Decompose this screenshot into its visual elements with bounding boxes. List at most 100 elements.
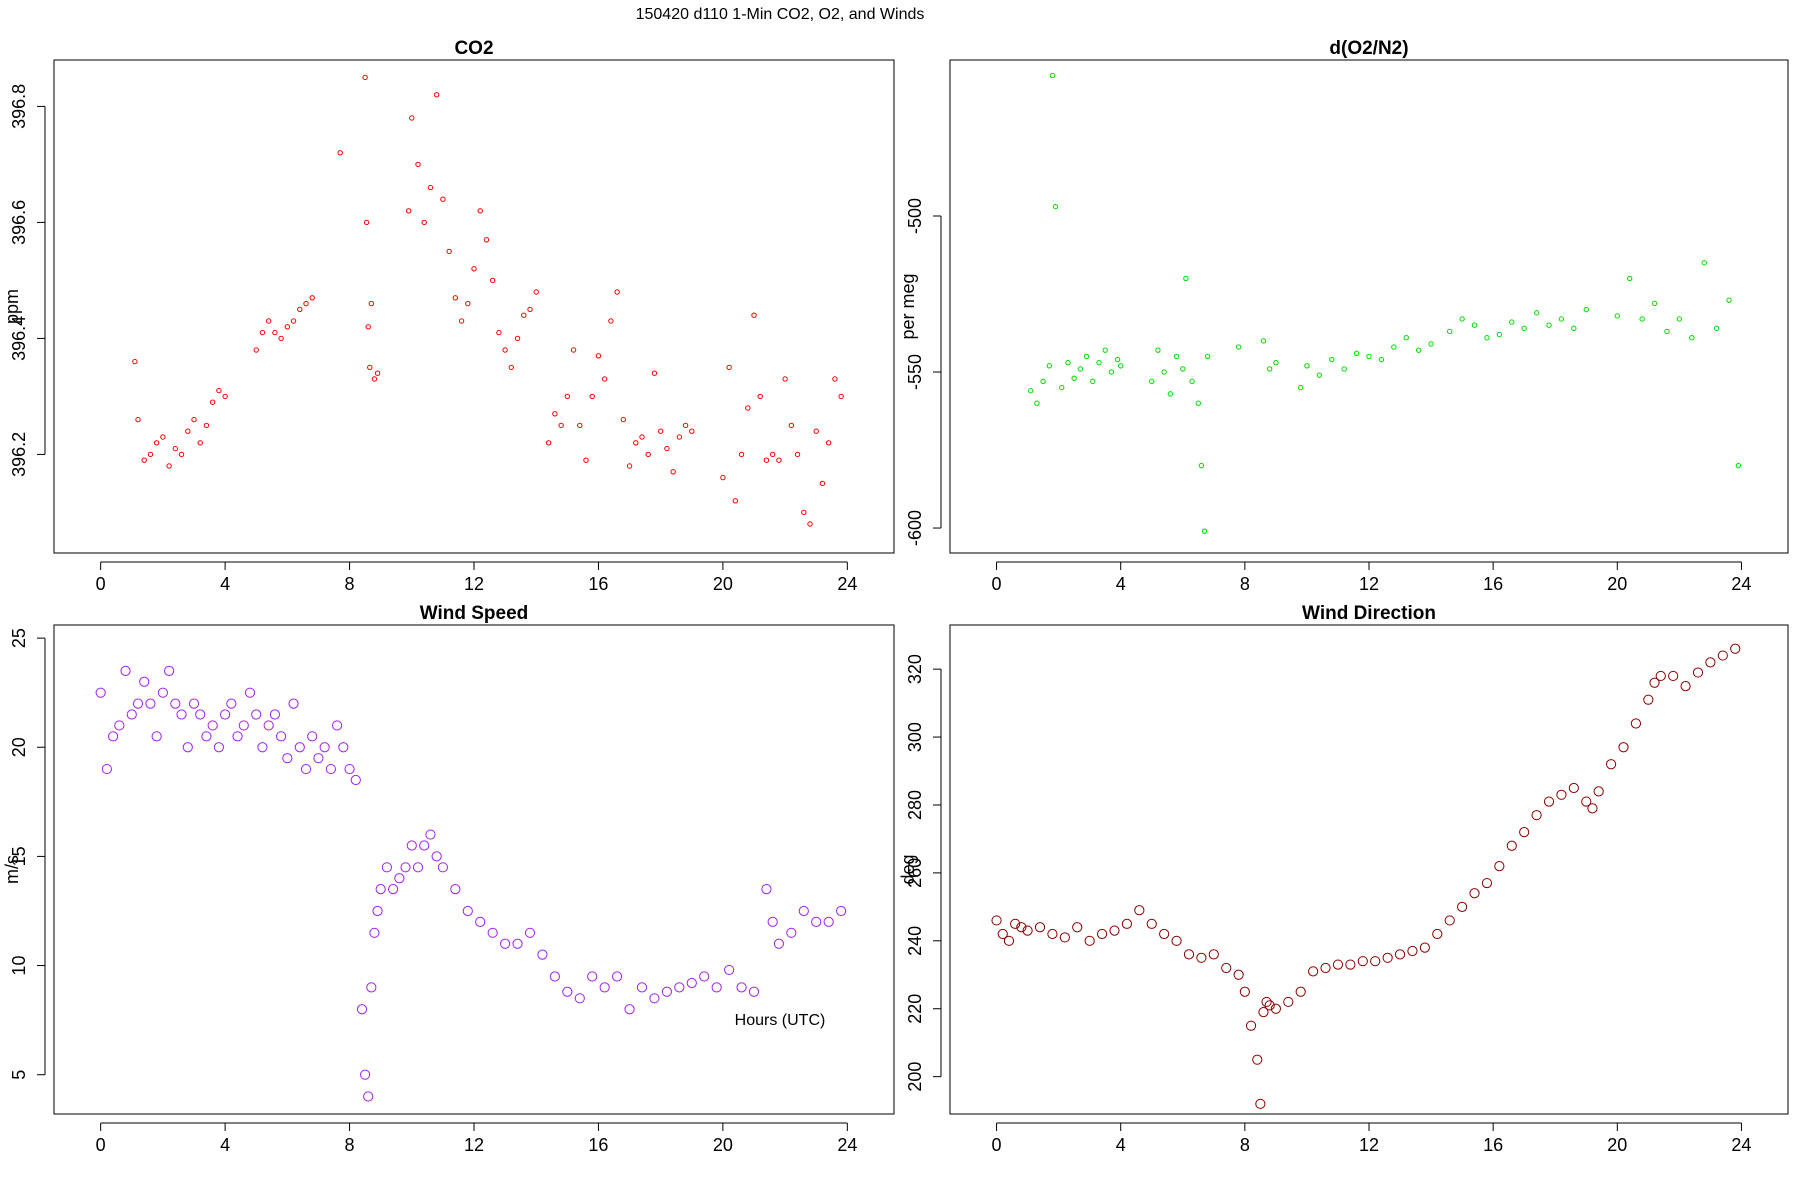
data-point (188, 698, 200, 709)
data-point (263, 720, 274, 731)
y-tick-label: 280 (905, 790, 925, 820)
data-point (1003, 935, 1015, 946)
data-point (325, 763, 336, 775)
data-point (1084, 935, 1095, 946)
data-point (564, 393, 571, 400)
data-point (657, 428, 664, 434)
x-tick-label: 24 (837, 574, 857, 594)
x-tick-label: 20 (713, 574, 733, 594)
data-point (1533, 310, 1540, 316)
panel-title: Wind Direction (1302, 603, 1436, 624)
data-point (253, 347, 259, 353)
data-point (545, 440, 552, 446)
data-point (1049, 72, 1056, 79)
data-point (1022, 925, 1033, 936)
data-point (1680, 681, 1691, 692)
data-point (1159, 928, 1170, 940)
data-point (1208, 949, 1219, 960)
y-tick-label: 260 (905, 858, 925, 888)
data-point (319, 742, 330, 753)
data-point (1255, 1098, 1266, 1109)
data-point (1735, 462, 1742, 469)
data-point (360, 1069, 371, 1080)
data-point (375, 884, 386, 895)
data-point (1108, 369, 1115, 375)
x-tick-label: 16 (1483, 574, 1503, 594)
data-point (1587, 803, 1598, 814)
data-point (736, 982, 747, 993)
data-point (1618, 742, 1629, 753)
data-point (132, 698, 144, 709)
data-point (1264, 1000, 1275, 1011)
data-point (151, 731, 162, 742)
y-tick-label: 396.4 (9, 316, 29, 361)
y-tick-label: 240 (905, 926, 925, 956)
data-point (244, 687, 256, 698)
plot-frame (949, 59, 1789, 554)
data-point (1568, 782, 1579, 794)
data-point (786, 927, 797, 938)
x-tick-label: 16 (588, 574, 608, 594)
plot-frame (53, 59, 895, 554)
data-point (620, 416, 627, 423)
data-point (645, 451, 651, 458)
data-point (1556, 789, 1567, 800)
data-point (537, 949, 548, 960)
data-point (1010, 918, 1021, 929)
data-point (400, 862, 411, 873)
data-point (997, 928, 1008, 940)
data-point (284, 324, 291, 330)
data-point (782, 376, 788, 382)
y-tick-label: 25 (9, 628, 29, 648)
data-point (1196, 952, 1207, 963)
data-point (1295, 986, 1306, 997)
x-tick-label: 24 (1731, 574, 1751, 594)
data-point (514, 335, 521, 342)
y-tick-label: -600 (905, 510, 925, 546)
data-point (440, 196, 446, 202)
data-point (232, 731, 243, 742)
data-point (145, 698, 156, 709)
data-point (160, 434, 166, 440)
data-point (197, 440, 203, 446)
data-point (313, 753, 324, 764)
data-point (1308, 966, 1319, 977)
data-point (294, 742, 305, 753)
y-tick-label: 10 (9, 956, 29, 976)
data-point (1496, 331, 1503, 338)
data-point (1027, 388, 1034, 394)
data-point (1543, 796, 1555, 807)
data-point (369, 927, 380, 938)
x-tick-label: 4 (220, 1135, 230, 1155)
data-point (1134, 905, 1145, 916)
data-point (372, 905, 383, 917)
data-point (1394, 949, 1406, 960)
y-tick-label: 396.8 (9, 84, 29, 129)
data-point (626, 463, 633, 469)
data-point (1378, 356, 1385, 363)
y-tick-label: 20 (9, 737, 29, 757)
x-tick-label: 12 (464, 574, 484, 594)
x-tick-label: 12 (1359, 574, 1379, 594)
x-tick-label: 8 (345, 574, 355, 594)
data-point (1366, 353, 1372, 360)
data-point (278, 335, 284, 342)
data-point (1689, 335, 1695, 341)
y-tick-label: 396.6 (9, 200, 29, 245)
data-point (1096, 928, 1108, 940)
data-point (1649, 677, 1660, 688)
data-point (259, 329, 266, 336)
data-point (170, 698, 181, 709)
data-point (726, 364, 732, 371)
data-point (238, 720, 249, 731)
data-point (819, 480, 826, 487)
data-point (1664, 328, 1670, 335)
data-point (1471, 322, 1478, 328)
data-point (303, 300, 309, 307)
data-point (427, 184, 434, 191)
x-tick-label: 0 (992, 574, 1002, 594)
data-point (1692, 667, 1704, 678)
data-point (419, 840, 430, 851)
data-point (1047, 928, 1058, 940)
